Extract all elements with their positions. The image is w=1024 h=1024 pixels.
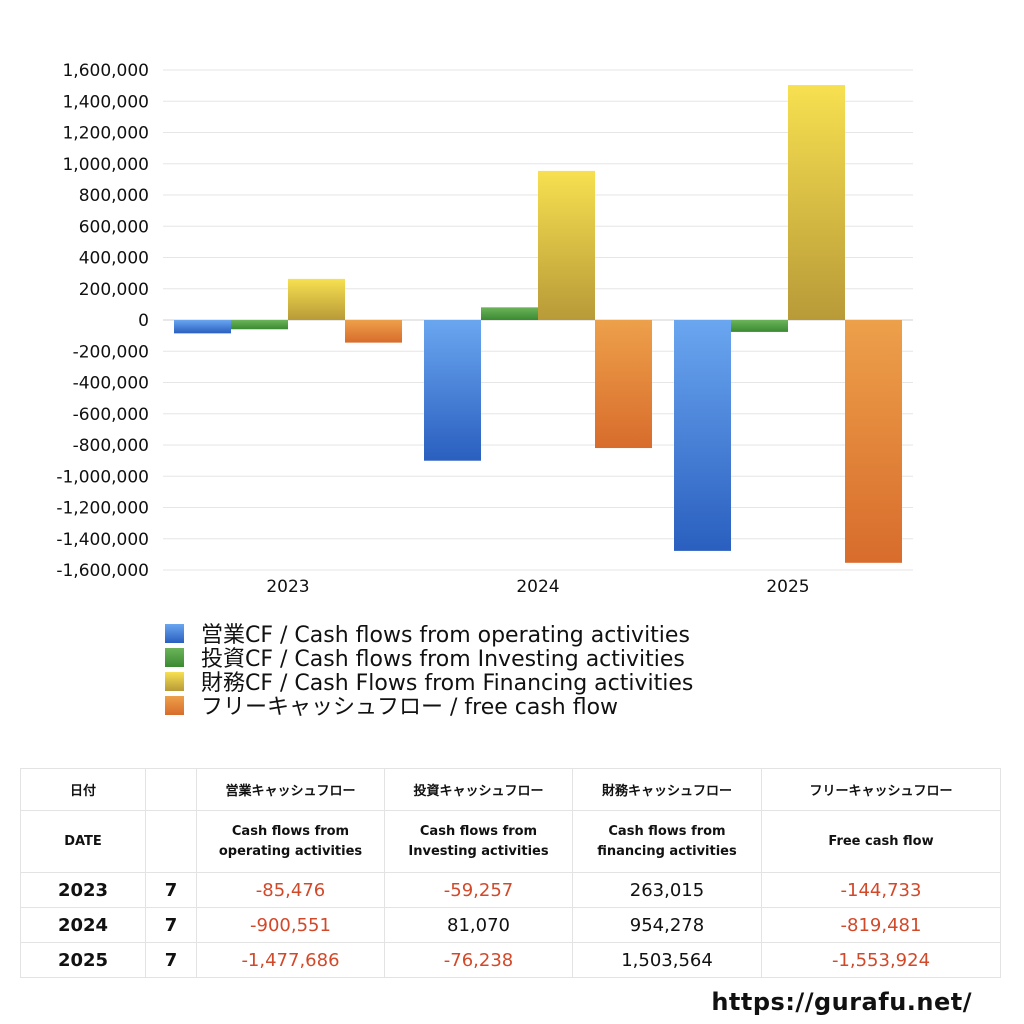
y-tick-label: 400,000 [79, 249, 149, 269]
header-line: Investing activities [408, 843, 549, 859]
header-line: Cash flows from [608, 823, 726, 839]
legend-label: フリーキャッシュフロー / free cash flow [201, 695, 619, 720]
site-credit: https://gurafu.net/ [711, 988, 972, 1016]
x-tick-label: 2023 [266, 577, 309, 597]
bar-2025-series-0 [674, 320, 731, 551]
bar-2023-series-0 [174, 320, 231, 334]
cell-free: -144,733 [761, 872, 1001, 908]
cell-free: -1,553,924 [761, 942, 1001, 978]
header-financing-ja: 財務キャッシュフロー [572, 768, 762, 811]
legend-item: フリーキャッシュフロー / free cash flow [165, 693, 693, 720]
legend-swatch [165, 647, 184, 667]
y-tick-label: 1,600,000 [62, 61, 149, 81]
cash-flow-chart: 1,600,000 1,400,000 1,200,000 1,000,000 800,… [56, 61, 913, 597]
row-year: 2024 [20, 907, 146, 943]
cell-operating: -85,476 [196, 872, 385, 908]
cell-free: -819,481 [761, 907, 1001, 943]
y-tick-label: -200,000 [73, 342, 149, 362]
y-tick-label: 0 [138, 311, 149, 331]
bar-2024-series-0 [424, 320, 481, 461]
y-tick-label: -400,000 [73, 374, 149, 394]
header-free-en: Free cash flow [761, 810, 1001, 873]
cell-investing: 81,070 [384, 907, 573, 943]
header-line: operating activities [218, 843, 363, 859]
bar-2023-series-3 [345, 320, 402, 343]
y-tick-label: 1,400,000 [62, 92, 149, 112]
y-tick-label: 1,200,000 [62, 124, 149, 144]
x-tick-label: 2025 [766, 577, 809, 597]
table-row: 2025 7 -1,477,686 -76,238 1,503,564 -1,5… [20, 942, 1001, 978]
cash-flow-table: 日付 営業キャッシュフロー 投資キャッシュフロー 財務キャッシュフロー フリーキ… [20, 768, 1001, 978]
legend-label: 財務CF / Cash Flows from Financing activit… [201, 671, 694, 696]
header-operating-ja: 営業キャッシュフロー [196, 768, 385, 811]
cell-financing: 263,015 [572, 872, 762, 908]
y-tick-label: 800,000 [79, 186, 149, 206]
y-tick-label: -600,000 [73, 405, 149, 425]
header-operating-en: Cash flows from operating activities [196, 810, 385, 873]
y-tick-label: -800,000 [73, 436, 149, 456]
header-date-en-line: DATE [64, 833, 102, 849]
header-month-ja [145, 768, 197, 811]
bars [174, 85, 902, 563]
cell-operating: -1,477,686 [196, 942, 385, 978]
bar-2023-series-1 [231, 320, 288, 330]
cell-operating: -900,551 [196, 907, 385, 943]
cell-financing: 1,503,564 [572, 942, 762, 978]
header-line: Free cash flow [828, 833, 934, 849]
row-month: 7 [145, 942, 197, 978]
legend-item: 営業CF / Cash flows from operating activit… [165, 621, 693, 648]
bar-2025-series-1 [731, 320, 788, 332]
header-date-en: DATE [20, 810, 146, 873]
y-tick-label: -1,200,000 [56, 499, 149, 519]
bar-2025-series-2 [788, 85, 845, 321]
chart-legend: 営業CF / Cash flows from operating activit… [165, 621, 693, 720]
row-year: 2023 [20, 872, 146, 908]
table-row: 2023 7 -85,476 -59,257 263,015 -144,733 [20, 872, 1001, 908]
bar-2024-series-2 [538, 170, 595, 320]
cell-financing: 954,278 [572, 907, 762, 943]
header-financing-en: Cash flows from financing activities [572, 810, 762, 873]
y-tick-label: 200,000 [79, 280, 149, 300]
header-date-ja: 日付 [20, 768, 146, 811]
bar-2024-series-1 [481, 307, 538, 320]
x-axis-ticks: 2023 2024 2025 [266, 577, 809, 597]
y-tick-label: -1,600,000 [56, 561, 149, 581]
row-year: 2025 [20, 942, 146, 978]
legend-swatch [165, 623, 184, 643]
header-line: financing activities [597, 843, 737, 859]
y-tick-label: 600,000 [79, 217, 149, 237]
legend-swatch [165, 671, 184, 691]
y-axis-ticks: 1,600,000 1,400,000 1,200,000 1,000,000 800,… [56, 61, 149, 581]
x-tick-label: 2024 [516, 577, 559, 597]
y-tick-label: 1,000,000 [62, 155, 149, 175]
header-line: Cash flows from [419, 823, 538, 839]
cell-investing: -59,257 [384, 872, 573, 908]
legend-item: 財務CF / Cash Flows from Financing activit… [165, 669, 693, 696]
bar-2025-series-3 [845, 320, 902, 563]
legend-swatch [165, 695, 184, 715]
header-investing-ja: 投資キャッシュフロー [384, 768, 573, 811]
cell-investing: -76,238 [384, 942, 573, 978]
table-header-en: DATE Cash flows from operating activities… [20, 810, 1001, 873]
bar-2024-series-3 [595, 320, 652, 449]
row-month: 7 [145, 872, 197, 908]
bar-2023-series-2 [288, 278, 345, 320]
table-row: 2024 7 -900,551 81,070 954,278 -819,481 [20, 907, 1001, 943]
header-line: Cash flows from [231, 823, 350, 839]
header-month-en [145, 810, 197, 873]
legend-item: 投資CF / Cash flows from Investing activit… [165, 645, 693, 672]
y-tick-label: -1,400,000 [56, 530, 149, 550]
row-month: 7 [145, 907, 197, 943]
header-investing-en: Cash flows from Investing activities [384, 810, 573, 873]
legend-label: 投資CF / Cash flows from Investing activit… [201, 647, 685, 672]
y-tick-label: -1,000,000 [56, 467, 149, 487]
legend-label: 営業CF / Cash flows from operating activit… [201, 623, 690, 648]
header-free-ja: フリーキャッシュフロー [761, 768, 1001, 811]
table-header-ja: 日付 営業キャッシュフロー 投資キャッシュフロー 財務キャッシュフロー フリーキ… [20, 768, 1001, 811]
